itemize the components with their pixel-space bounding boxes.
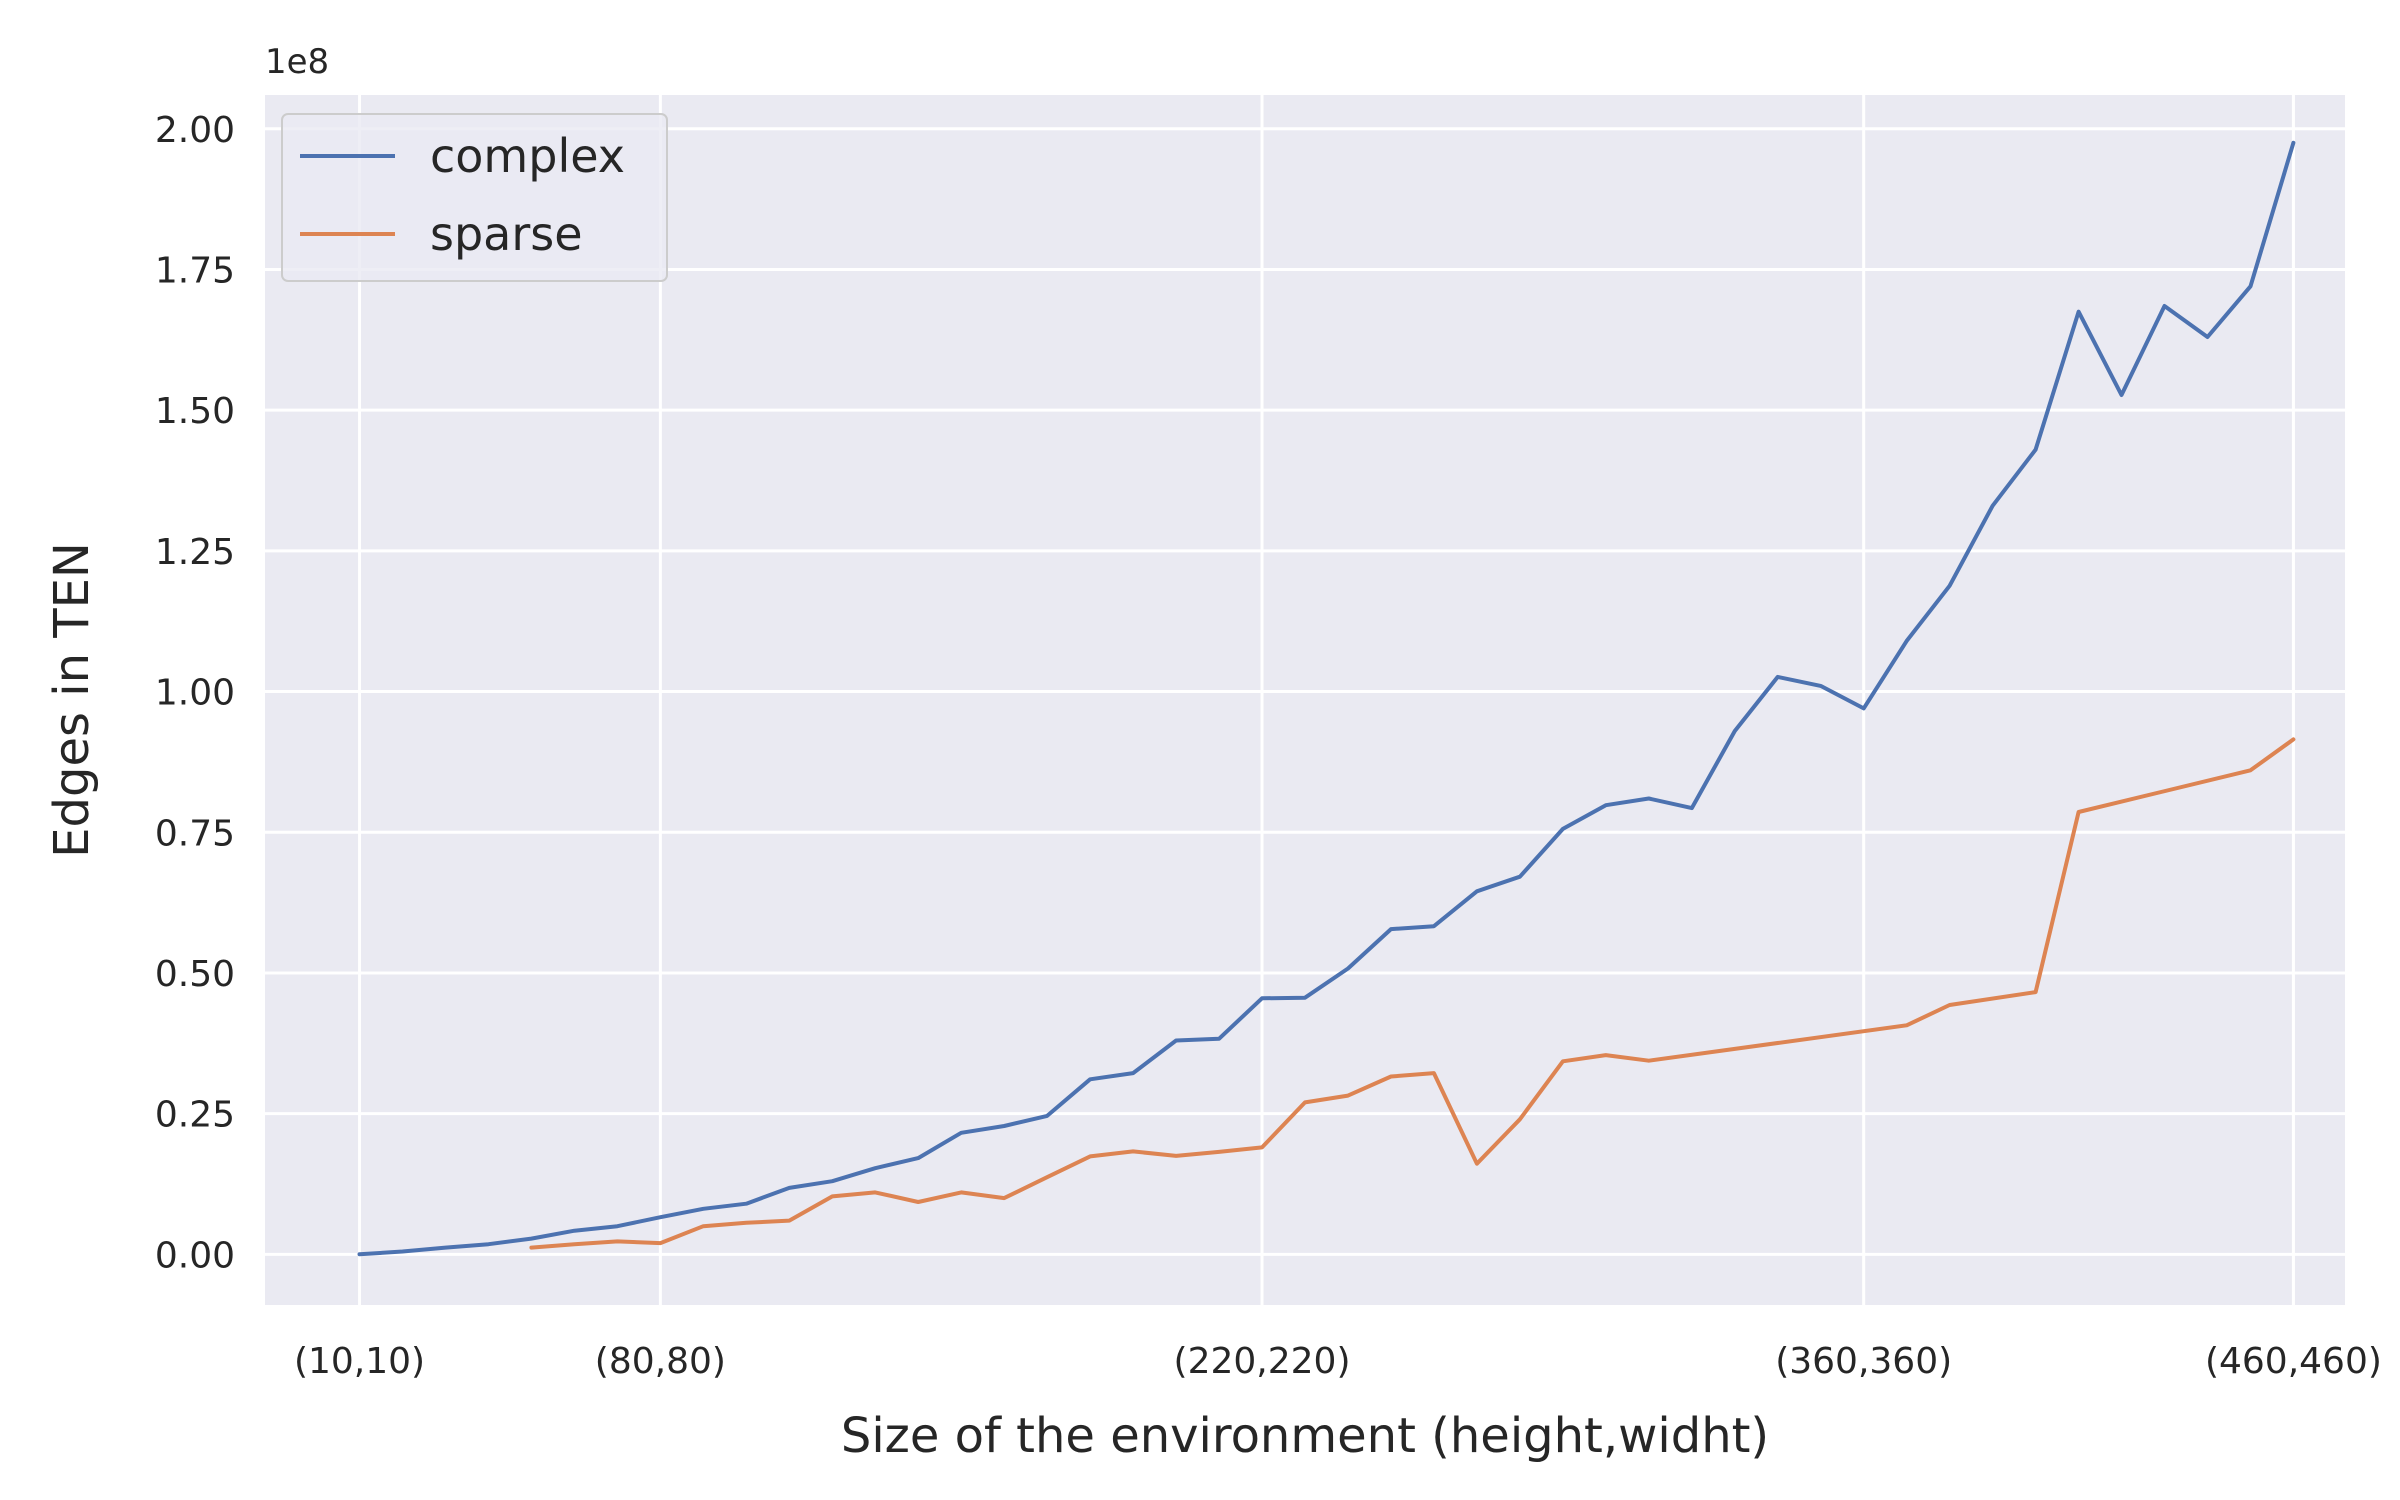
x-tick-label: (10,10) xyxy=(294,1341,425,1382)
y-tick-label: 2.00 xyxy=(155,110,235,151)
y-tick-label: 1.75 xyxy=(155,250,235,291)
y-tick-label: 0.75 xyxy=(155,813,235,854)
series-layer xyxy=(357,140,2296,1257)
x-axis-label: Size of the environment (height,widht) xyxy=(841,1408,1769,1464)
series-line-complex xyxy=(357,140,2296,1257)
y-axis-label: Edges in TEN xyxy=(44,542,100,858)
y-offset-label: 1e8 xyxy=(265,42,329,82)
y-tick-label: 0.25 xyxy=(155,1095,235,1136)
y-tick-label: 0.00 xyxy=(155,1235,235,1276)
legend-label-sparse: sparse xyxy=(430,207,583,261)
series-line-sparse xyxy=(529,737,2296,1250)
x-tick-label: (80,80) xyxy=(595,1341,726,1382)
x-tick-label: (360,360) xyxy=(1775,1341,1952,1382)
x-tick-label: (460,460) xyxy=(2205,1341,2382,1382)
y-tick-label: 1.00 xyxy=(155,673,235,714)
legend-label-complex: complex xyxy=(430,129,625,183)
y-tick-label: 1.50 xyxy=(155,391,235,432)
x-tick-label: (220,220) xyxy=(1174,1341,1351,1382)
legend: complex sparse xyxy=(281,113,668,282)
tick-labels: 0.00 0.25 0.50 0.75 1.00 1.25 1.50 1.75 2.00 (10,… xyxy=(155,110,2382,1382)
y-tick-label: 1.25 xyxy=(155,532,235,573)
y-tick-label: 0.50 xyxy=(155,954,235,995)
